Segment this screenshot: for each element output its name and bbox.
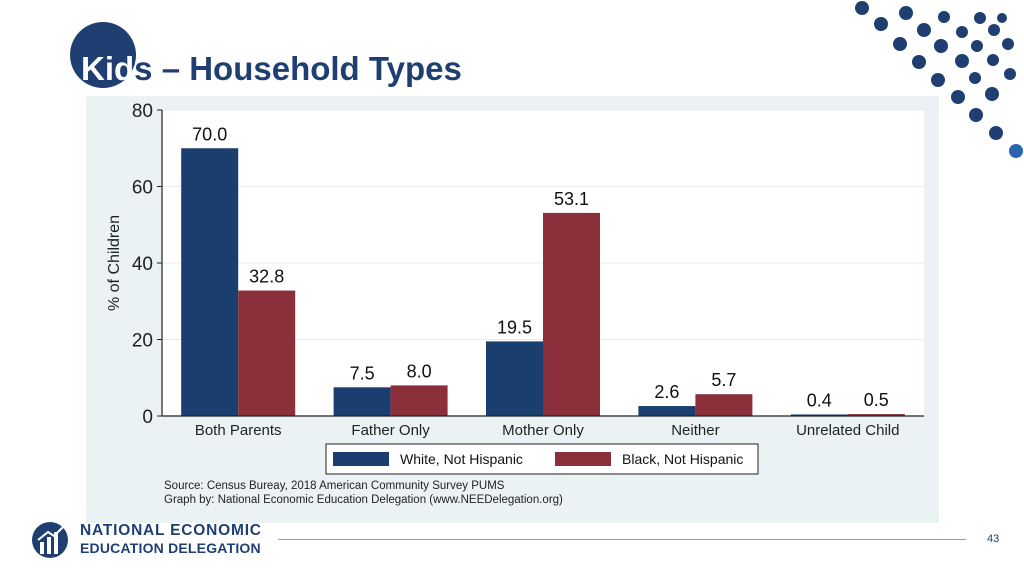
x-tick-label: Father Only (351, 422, 430, 439)
organization-logo: NATIONAL ECONOMIC EDUCATION DELEGATION (30, 518, 280, 562)
bar (486, 341, 543, 416)
legend-label: White, Not Hispanic (400, 451, 523, 467)
legend-label: Black, Not Hispanic (622, 451, 743, 467)
bar-chart: 0 20 40 60 80 % of Children 70.0 32.8 Both Paren… (86, 96, 939, 523)
bar (391, 385, 448, 416)
bar-value-label: 70.0 (192, 124, 227, 144)
bar (238, 291, 295, 416)
y-tick-label: 80 (132, 101, 153, 122)
source-note: Source: Census Bureay, 2018 American Com… (164, 480, 505, 492)
y-tick-label: 60 (132, 178, 153, 199)
bar-value-label: 19.5 (497, 317, 532, 337)
page-number: 43 (987, 533, 999, 545)
footer-divider (278, 539, 966, 540)
title-highlight: Kid (81, 50, 134, 87)
x-tick-label: Mother Only (502, 422, 584, 439)
bar-value-label: 0.5 (864, 390, 889, 410)
bar (543, 213, 600, 416)
bar (695, 394, 752, 416)
legend-swatch (333, 452, 389, 466)
bar-value-label: 32.8 (249, 267, 284, 287)
bar-value-label: 53.1 (554, 189, 589, 209)
chart-panel: 0 20 40 60 80 % of Children 70.0 32.8 Both Paren… (86, 96, 939, 523)
needelegation-logo-icon (30, 520, 70, 560)
legend-swatch (555, 452, 611, 466)
bar (181, 148, 238, 416)
y-tick-label: 20 (132, 331, 153, 352)
bar-value-label: 8.0 (407, 361, 432, 381)
logo-line-2: EDUCATION DELEGATION (80, 540, 261, 556)
bar (638, 406, 695, 416)
x-tick-label: Unrelated Child (796, 422, 899, 439)
x-tick-label: Both Parents (195, 422, 282, 439)
x-tick-label: Neither (671, 422, 719, 439)
y-axis-title: % of Children (106, 215, 123, 311)
source-note: Graph by: National Economic Education De… (164, 494, 563, 506)
title-rest: s – Household Types (134, 50, 462, 87)
page-title: Kids – Household Types (81, 52, 462, 85)
y-tick-label: 0 (142, 407, 153, 428)
bar (334, 387, 391, 416)
y-tick-label: 40 (132, 254, 153, 275)
bar-value-label: 5.7 (711, 370, 736, 390)
bar-value-label: 2.6 (654, 382, 679, 402)
bar-value-label: 7.5 (350, 363, 375, 383)
logo-line-1: NATIONAL ECONOMIC (80, 522, 262, 540)
bar-value-label: 0.4 (807, 390, 832, 410)
